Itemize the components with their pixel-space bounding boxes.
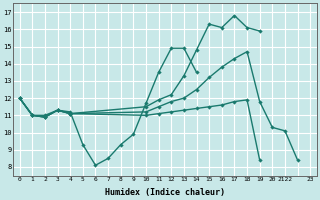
X-axis label: Humidex (Indice chaleur): Humidex (Indice chaleur) — [105, 188, 225, 197]
